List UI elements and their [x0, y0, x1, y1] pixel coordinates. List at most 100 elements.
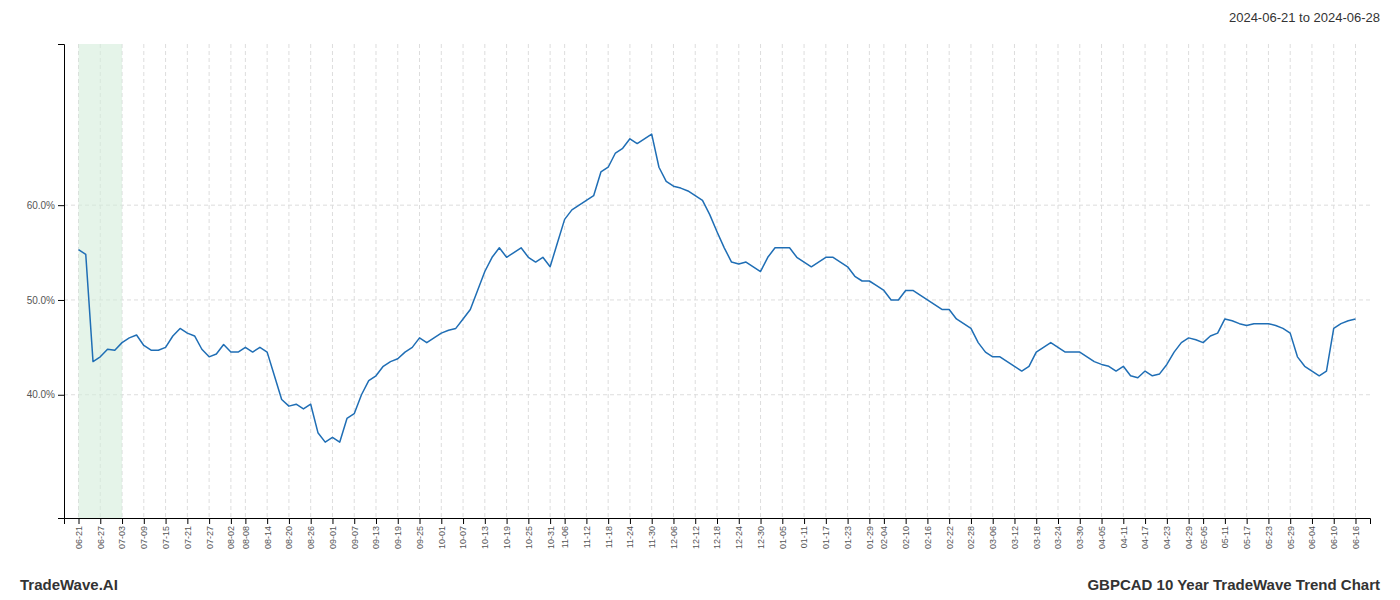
x-tick-label: 09-07	[350, 526, 360, 549]
x-tick-label: 11-30	[647, 526, 657, 548]
x-tick-label: 09-19	[393, 526, 403, 549]
x-tick-label: 03-12	[1010, 526, 1020, 549]
x-tick: 10-19	[502, 518, 512, 549]
x-grid-line	[883, 44, 884, 518]
x-tick: 09-01	[328, 518, 338, 549]
x-tick-label: 10-13	[480, 526, 490, 549]
y-tick-mark	[58, 300, 64, 301]
x-tick-mark	[1189, 518, 1190, 524]
x-tick-label: 04-05	[1097, 526, 1107, 549]
x-grid-line	[354, 44, 355, 518]
x-tick-label: 05-17	[1242, 526, 1252, 549]
x-grid-line	[1311, 44, 1312, 518]
x-tick-mark	[717, 518, 718, 524]
x-grid-line	[1145, 44, 1146, 518]
x-tick: 05-23	[1264, 518, 1274, 549]
x-tick-label: 06-04	[1307, 526, 1317, 549]
x-tick-label: 03-30	[1075, 526, 1085, 549]
x-tick-mark	[1058, 518, 1059, 524]
x-grid-line	[165, 44, 166, 518]
x-tick-label: 02-22	[945, 526, 955, 549]
x-tick: 09-07	[350, 518, 360, 549]
x-tick-mark	[630, 518, 631, 524]
x-grid-line	[1224, 44, 1225, 518]
x-grid-line	[332, 44, 333, 518]
grid	[64, 44, 1370, 518]
x-grid-line	[441, 44, 442, 518]
x-tick: 11-06	[560, 518, 570, 548]
x-grid-line	[695, 44, 696, 518]
x-tick: 03-24	[1053, 518, 1063, 549]
x-grid-line	[905, 44, 906, 518]
x-tick-mark	[826, 518, 827, 524]
x-tick-label: 10-07	[458, 526, 468, 549]
x-tick: 09-13	[371, 518, 381, 549]
y-tick: 50.0%	[27, 295, 64, 306]
x-tick-label: 10-25	[524, 526, 534, 549]
x-tick-mark	[1225, 518, 1226, 524]
x-tick-mark	[354, 518, 355, 524]
x-grid-line	[608, 44, 609, 518]
x-grid-line	[1123, 44, 1124, 518]
x-tick: 04-17	[1140, 518, 1150, 549]
x-tick-label: 12-06	[669, 526, 679, 549]
x-tick-mark	[586, 518, 587, 524]
x-tick: 03-12	[1010, 518, 1020, 549]
x-grid-line	[1058, 44, 1059, 518]
x-grid-line	[1268, 44, 1269, 518]
x-tick: 06-04	[1307, 518, 1317, 549]
x-tick-label: 10-19	[502, 526, 512, 549]
y-tick: 60.0%	[27, 200, 64, 211]
x-tick: 02-10	[901, 518, 911, 549]
x-grid-line	[1188, 44, 1189, 518]
x-tick-mark	[507, 518, 508, 524]
x-grid-line	[629, 44, 630, 518]
x-grid-line	[804, 44, 805, 518]
x-tick: 10-31	[546, 518, 556, 549]
x-tick: 07-09	[139, 518, 149, 549]
x-tick-label: 02-10	[901, 526, 911, 549]
x-tick-mark	[1036, 518, 1037, 524]
x-tick-label: 07-15	[161, 526, 171, 549]
x-tick: 12-24	[734, 518, 744, 549]
x-tick: 11-30	[647, 518, 657, 548]
x-tick: 02-28	[966, 518, 976, 549]
y-tick-mark	[58, 205, 64, 206]
x-tick-label: 04-17	[1140, 526, 1150, 549]
x-grid-line	[1079, 44, 1080, 518]
x-tick-mark	[1080, 518, 1081, 524]
x-tick-label: 05-23	[1264, 526, 1274, 549]
x-grid-line	[187, 44, 188, 518]
x-tick: 01-11	[799, 518, 809, 548]
x-tick-mark	[231, 518, 232, 524]
x-grid-line	[1290, 44, 1291, 518]
x-tick: 01-05	[778, 518, 788, 549]
x-grid-line	[267, 44, 268, 518]
x-tick-mark	[993, 518, 994, 524]
x-tick-label: 04-11	[1119, 526, 1129, 548]
x-tick-label: 01-17	[821, 526, 831, 549]
x-tick-mark	[1167, 518, 1168, 524]
x-tick-mark	[311, 518, 312, 524]
x-tick-mark	[1268, 518, 1269, 524]
x-tick: 05-11	[1220, 518, 1230, 548]
x-tick-mark	[289, 518, 290, 524]
x-tick-label: 07-27	[204, 526, 214, 549]
x-tick-label: 02-28	[966, 526, 976, 549]
x-tick-label: 03-06	[988, 526, 998, 549]
chart: 06-2106-2707-0307-0907-1507-2107-2708-02…	[0, 0, 1400, 600]
x-tick-mark	[528, 518, 529, 524]
annotation: TradeWave.AI	[20, 576, 118, 593]
x-grid-line	[419, 44, 420, 518]
x-tick-mark	[209, 518, 210, 524]
x-tick-mark	[1290, 518, 1291, 524]
x-tick-label: 01-11	[799, 526, 809, 548]
x-tick: 01-17	[821, 518, 831, 549]
x-grid-line	[760, 44, 761, 518]
x-tick-mark	[906, 518, 907, 524]
x-tick-mark	[927, 518, 928, 524]
x-grid-line	[673, 44, 674, 518]
y-axis: 40.0%50.0%60.0%	[27, 45, 65, 519]
x-grid-line	[1101, 44, 1102, 518]
x-tick-mark	[550, 518, 551, 524]
